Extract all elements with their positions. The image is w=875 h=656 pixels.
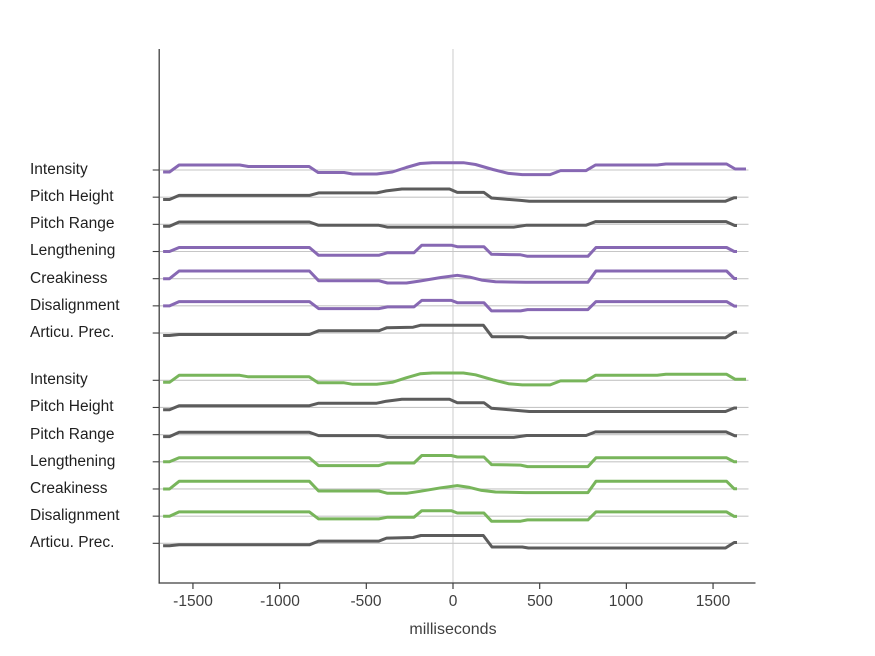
row-label: Intensity	[30, 161, 88, 178]
x-tick-label: -500	[350, 593, 382, 610]
series-line-creakiness-purple	[163, 269, 737, 285]
row-label: Disalignment	[30, 297, 120, 314]
x-tick-label: 1000	[608, 593, 644, 610]
series-line-articulation-purple	[163, 323, 737, 340]
x-tick-label: -1000	[260, 593, 300, 610]
series-line-creakiness-green	[163, 479, 737, 495]
row-label: Lengthening	[30, 242, 116, 259]
series-line-lengthening-purple	[163, 243, 737, 258]
series-line-pitch_height-green	[163, 397, 737, 413]
series-line-pitch_range-green	[163, 430, 737, 439]
series-line-disalignment-purple	[163, 298, 737, 313]
x-tick-label: 1500	[695, 593, 731, 610]
row-label: Pitch Range	[30, 426, 115, 443]
x-tick-label: 500	[527, 593, 553, 610]
row-label: Articu. Prec.	[30, 534, 115, 551]
row-label: Articu. Prec.	[30, 324, 115, 341]
series-line-disalignment-green	[163, 509, 737, 523]
x-tick-label: 0	[448, 593, 458, 610]
series-line-pitch_range-purple	[163, 220, 737, 229]
row-label: Pitch Height	[30, 188, 114, 205]
row-label: Creakiness	[30, 480, 108, 497]
row-label: Pitch Range	[30, 215, 115, 232]
row-label: Intensity	[30, 371, 88, 388]
x-axis-title: milliseconds	[409, 621, 497, 638]
row-label: Disalignment	[30, 507, 120, 524]
row-label: Lengthening	[30, 453, 116, 470]
series-line-articulation-green	[163, 534, 737, 550]
series-line-intensity-purple	[163, 161, 746, 177]
row-label: Creakiness	[30, 270, 108, 287]
x-tick-label: -1500	[173, 593, 213, 610]
series-line-pitch_height-purple	[163, 187, 737, 203]
row-label: Pitch Height	[30, 398, 114, 415]
series-line-lengthening-green	[163, 454, 737, 469]
series-line-intensity-green	[163, 371, 746, 387]
